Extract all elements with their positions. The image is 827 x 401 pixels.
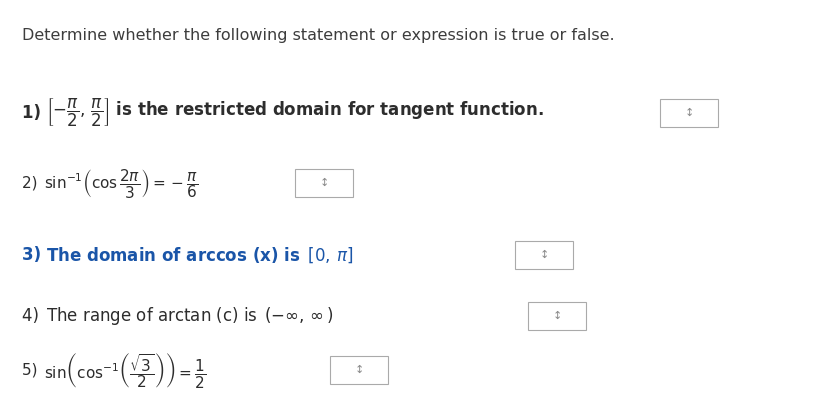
Text: ↕: ↕ bbox=[683, 108, 693, 118]
Text: 2): 2) bbox=[22, 176, 42, 190]
FancyBboxPatch shape bbox=[659, 99, 717, 127]
Text: ↕: ↕ bbox=[319, 178, 328, 188]
Text: 4): 4) bbox=[22, 307, 44, 325]
Text: $\sin\!\left(\cos^{-1}\!\left(\dfrac{\sqrt{3}}{2}\right)\right) = \dfrac{1}{2}$: $\sin\!\left(\cos^{-1}\!\left(\dfrac{\sq… bbox=[44, 350, 206, 389]
Text: $\left[-\dfrac{\pi}{2},\, \dfrac{\pi}{2}\right]$ is the restricted domain for ta: $\left[-\dfrac{\pi}{2},\, \dfrac{\pi}{2}… bbox=[45, 97, 543, 129]
FancyBboxPatch shape bbox=[294, 169, 352, 197]
Text: 5): 5) bbox=[22, 363, 42, 377]
Text: Determine whether the following statement or expression is true or false.: Determine whether the following statemen… bbox=[22, 28, 614, 43]
Text: ↕: ↕ bbox=[552, 311, 561, 321]
Text: 3): 3) bbox=[22, 246, 47, 264]
Text: ↕: ↕ bbox=[538, 250, 548, 260]
Text: ↕: ↕ bbox=[354, 365, 363, 375]
Text: The domain of arccos (x) is $\,[0,\, \pi]$: The domain of arccos (x) is $\,[0,\, \pi… bbox=[45, 245, 352, 265]
FancyBboxPatch shape bbox=[514, 241, 572, 269]
Text: 1): 1) bbox=[22, 104, 46, 122]
FancyBboxPatch shape bbox=[528, 302, 586, 330]
Text: $\sin^{-1}\!\left(\cos\dfrac{2\pi}{3}\right) = -\dfrac{\pi}{6}$: $\sin^{-1}\!\left(\cos\dfrac{2\pi}{3}\ri… bbox=[44, 166, 198, 200]
FancyBboxPatch shape bbox=[330, 356, 388, 384]
Text: The range of arctan (c) is $\,(-\infty,\, \infty\,)$: The range of arctan (c) is $\,(-\infty,\… bbox=[45, 305, 332, 327]
